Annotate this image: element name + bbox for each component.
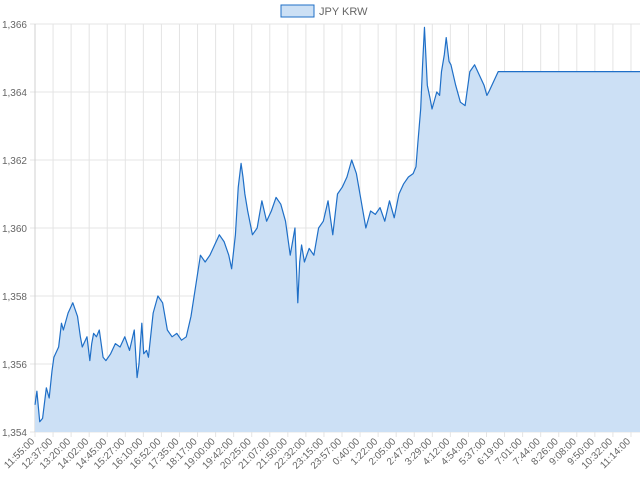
y-tick-label: 1,356 xyxy=(2,360,27,371)
y-tick-label: 1,360 xyxy=(2,224,27,235)
legend-swatch[interactable] xyxy=(280,4,315,18)
y-tick-label: 1,358 xyxy=(2,292,27,303)
y-tick-label: 1,354 xyxy=(2,428,27,439)
y-axis: 1,354 1,356 1,358 1,360 1,362 1,364 1,366 xyxy=(2,20,27,439)
legend-label[interactable]: JPY KRW xyxy=(319,6,368,18)
y-tick-label: 1,364 xyxy=(2,88,27,99)
plot-area xyxy=(34,26,640,433)
y-tick-label: 1,362 xyxy=(2,156,27,167)
x-axis: 11:55:0012:37:0013:20:0014:02:0014:45:00… xyxy=(2,436,633,472)
series-area-fill xyxy=(35,27,640,433)
y-tick-label: 1,366 xyxy=(2,20,27,31)
legend[interactable]: JPY KRW xyxy=(280,4,368,18)
series-line[interactable] xyxy=(34,26,640,423)
